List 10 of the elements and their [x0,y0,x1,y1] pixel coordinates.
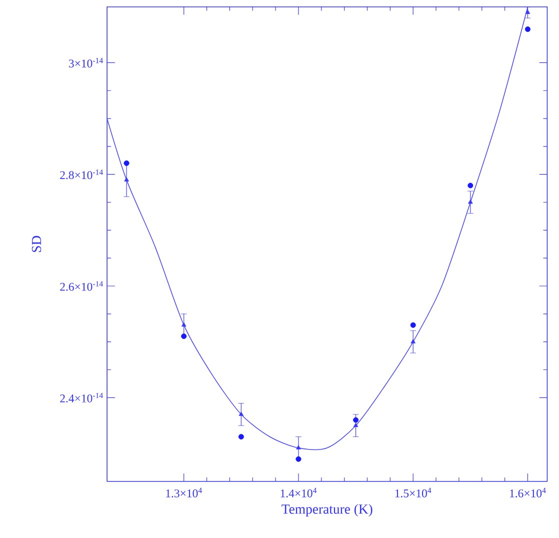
x-tick-label: 1.4×10$^{4}$ [280,488,317,498]
x-tick-label: 1.3×10$^{4}$ [166,488,202,498]
x-axis-title: Temperature (K) [282,504,372,516]
y-tick-label: 3×10$^{-14}$ [68,58,103,68]
x-tick-label: 1.6×10$^{4}$ [510,488,546,498]
x-tick-label: 1.5×10$^{4}$ [395,488,432,498]
y-tick-label: 2.8×10$^{-14}$ [60,169,103,179]
y-axis-title: SD [32,236,42,252]
y-tick-label: 2.4×10$^{-14}$ [60,392,103,402]
y-tick-label: 2.6×10$^{-14}$ [60,281,103,291]
